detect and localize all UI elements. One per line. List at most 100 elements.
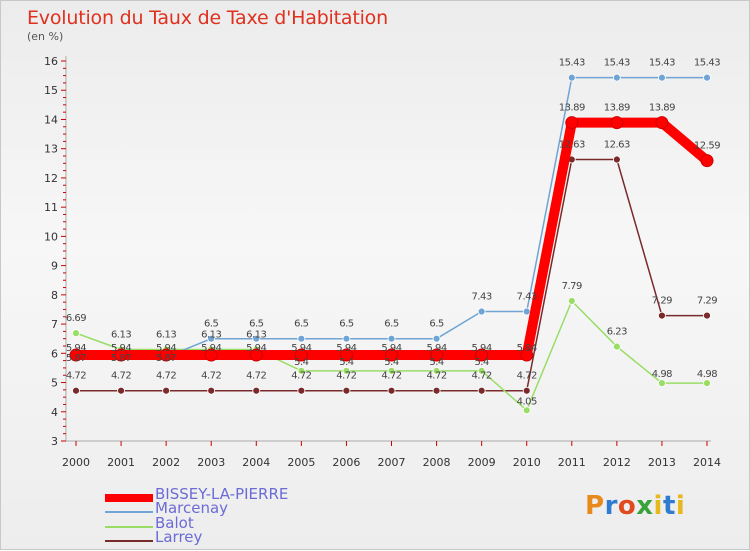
data-point-balot xyxy=(342,366,351,375)
x-tick-label: 2005 xyxy=(287,456,315,469)
data-label-marcenay: 15.43 xyxy=(604,58,630,69)
legend-swatch-balot xyxy=(105,526,153,528)
data-point-larrey xyxy=(342,386,351,395)
data-point-bissey-la-pierre xyxy=(610,116,624,130)
data-label-larrey: 4.72 xyxy=(246,371,266,382)
data-point-marcenay xyxy=(703,73,711,82)
x-tick-label: 2011 xyxy=(558,456,586,469)
proxiti-logo: Proxiti xyxy=(585,491,686,521)
x-tick-label: 2013 xyxy=(648,456,676,469)
x-tick-label: 2006 xyxy=(332,456,360,469)
data-point-larrey xyxy=(522,386,531,395)
data-label-bissey-la-pierre: 13.89 xyxy=(604,103,630,114)
unit-label: (en %) xyxy=(27,30,64,43)
x-tick-label: 2004 xyxy=(242,456,270,469)
data-label-bissey-la-pierre: 5.94 xyxy=(291,343,311,354)
x-tick-label: 2008 xyxy=(423,456,451,469)
legend-label-larrey: Larrey xyxy=(155,528,203,546)
data-point-larrey xyxy=(387,386,396,395)
data-label-balot: 5.4 xyxy=(339,357,354,368)
data-label-balot: 6.13 xyxy=(156,330,176,341)
data-label-marcenay: 15.43 xyxy=(559,58,585,69)
legend-item-larrey: Larrey xyxy=(105,530,345,546)
data-point-bissey-la-pierre xyxy=(114,348,128,362)
data-label-bissey-la-pierre: 12.59 xyxy=(694,141,720,152)
chart-title: Evolution du Taux de Taxe d'Habitation xyxy=(27,7,388,29)
data-point-marcenay xyxy=(658,73,666,82)
x-tick-label: 2001 xyxy=(107,456,135,469)
data-label-larrey: 4.72 xyxy=(291,371,311,382)
data-label-bissey-la-pierre: 5.94 xyxy=(156,343,176,354)
data-point-balot xyxy=(297,366,306,375)
y-tick-label: 9 xyxy=(51,260,58,273)
data-point-marcenay xyxy=(612,73,621,82)
y-tick-label: 3 xyxy=(51,435,58,448)
data-point-bissey-la-pierre xyxy=(655,116,669,130)
data-label-larrey: 4.72 xyxy=(472,371,492,382)
data-point-marcenay xyxy=(477,307,486,316)
data-label-bissey-la-pierre: 5.94 xyxy=(472,343,492,354)
data-label-balot: 4.05 xyxy=(517,396,537,407)
data-label-larrey: 4.72 xyxy=(66,371,86,382)
data-point-balot xyxy=(522,406,531,415)
data-point-balot xyxy=(72,329,80,338)
data-label-larrey: 4.72 xyxy=(336,371,356,382)
y-tick-label: 13 xyxy=(44,143,58,156)
legend-label-balot: Balot xyxy=(155,514,194,532)
data-point-marcenay xyxy=(207,334,216,343)
data-point-bissey-la-pierre xyxy=(430,348,444,362)
data-label-marcenay: 5.87 xyxy=(156,353,176,364)
y-tick-label: 8 xyxy=(51,289,58,302)
data-label-balot: 6.23 xyxy=(607,327,627,338)
data-point-bissey-la-pierre xyxy=(700,154,714,168)
data-label-bissey-la-pierre: 5.94 xyxy=(426,343,446,354)
x-tick-label: 2014 xyxy=(693,456,721,469)
data-label-bissey-la-pierre: 5.94 xyxy=(381,343,401,354)
data-label-larrey: 12.63 xyxy=(604,140,630,151)
data-point-balot xyxy=(658,379,666,388)
x-tick-label: 2009 xyxy=(468,456,496,469)
data-label-bissey-la-pierre: 5.94 xyxy=(201,343,221,354)
data-label-balot: 5.4 xyxy=(474,357,489,368)
legend-label-bissey: BISSEY-LA-PIERRE xyxy=(155,485,289,503)
data-point-larrey xyxy=(162,386,171,395)
data-point-balot xyxy=(432,366,441,375)
data-label-balot: 6.13 xyxy=(111,330,131,341)
data-label-balot: 6.13 xyxy=(246,330,266,341)
data-label-bissey-la-pierre: 5.94 xyxy=(246,343,266,354)
data-point-marcenay xyxy=(387,334,396,343)
data-point-larrey xyxy=(297,386,306,395)
data-point-balot xyxy=(387,366,396,375)
data-label-marcenay: 6.5 xyxy=(204,319,219,330)
legend-item-bissey: BISSEY-LA-PIERRE xyxy=(105,487,345,503)
data-label-larrey: 4.72 xyxy=(426,371,446,382)
data-point-larrey xyxy=(72,386,80,395)
data-point-balot xyxy=(477,366,486,375)
data-label-larrey: 7.29 xyxy=(652,296,672,307)
data-label-bissey-la-pierre: 5.94 xyxy=(111,343,131,354)
data-point-bissey-la-pierre xyxy=(159,348,173,362)
data-label-balot: 7.79 xyxy=(562,281,582,292)
x-tick-label: 2007 xyxy=(378,456,406,469)
data-label-larrey: 4.72 xyxy=(111,371,131,382)
data-point-bissey-la-pierre xyxy=(475,348,489,362)
data-point-bissey-la-pierre xyxy=(204,348,218,362)
legend-swatch-larrey xyxy=(105,540,153,542)
y-tick-label: 6 xyxy=(51,347,58,360)
data-point-bissey-la-pierre xyxy=(339,348,353,362)
data-label-larrey: 4.72 xyxy=(517,371,537,382)
data-label-marcenay: 7.43 xyxy=(517,292,537,303)
y-tick-label: 10 xyxy=(44,230,58,243)
data-label-bissey-la-pierre: 13.89 xyxy=(559,103,585,114)
legend-item-marcenay: Marcenay xyxy=(105,501,345,517)
data-label-larrey: 4.72 xyxy=(381,371,401,382)
data-label-bissey-la-pierre: 13.89 xyxy=(649,103,675,114)
data-point-larrey xyxy=(612,155,621,164)
data-label-balot: 5.4 xyxy=(429,357,444,368)
x-tick-label: 2002 xyxy=(152,456,180,469)
data-point-marcenay xyxy=(567,73,576,82)
data-label-bissey-la-pierre: 5.94 xyxy=(517,343,537,354)
data-point-bissey-la-pierre xyxy=(294,348,308,362)
data-label-marcenay: 6.5 xyxy=(339,319,354,330)
